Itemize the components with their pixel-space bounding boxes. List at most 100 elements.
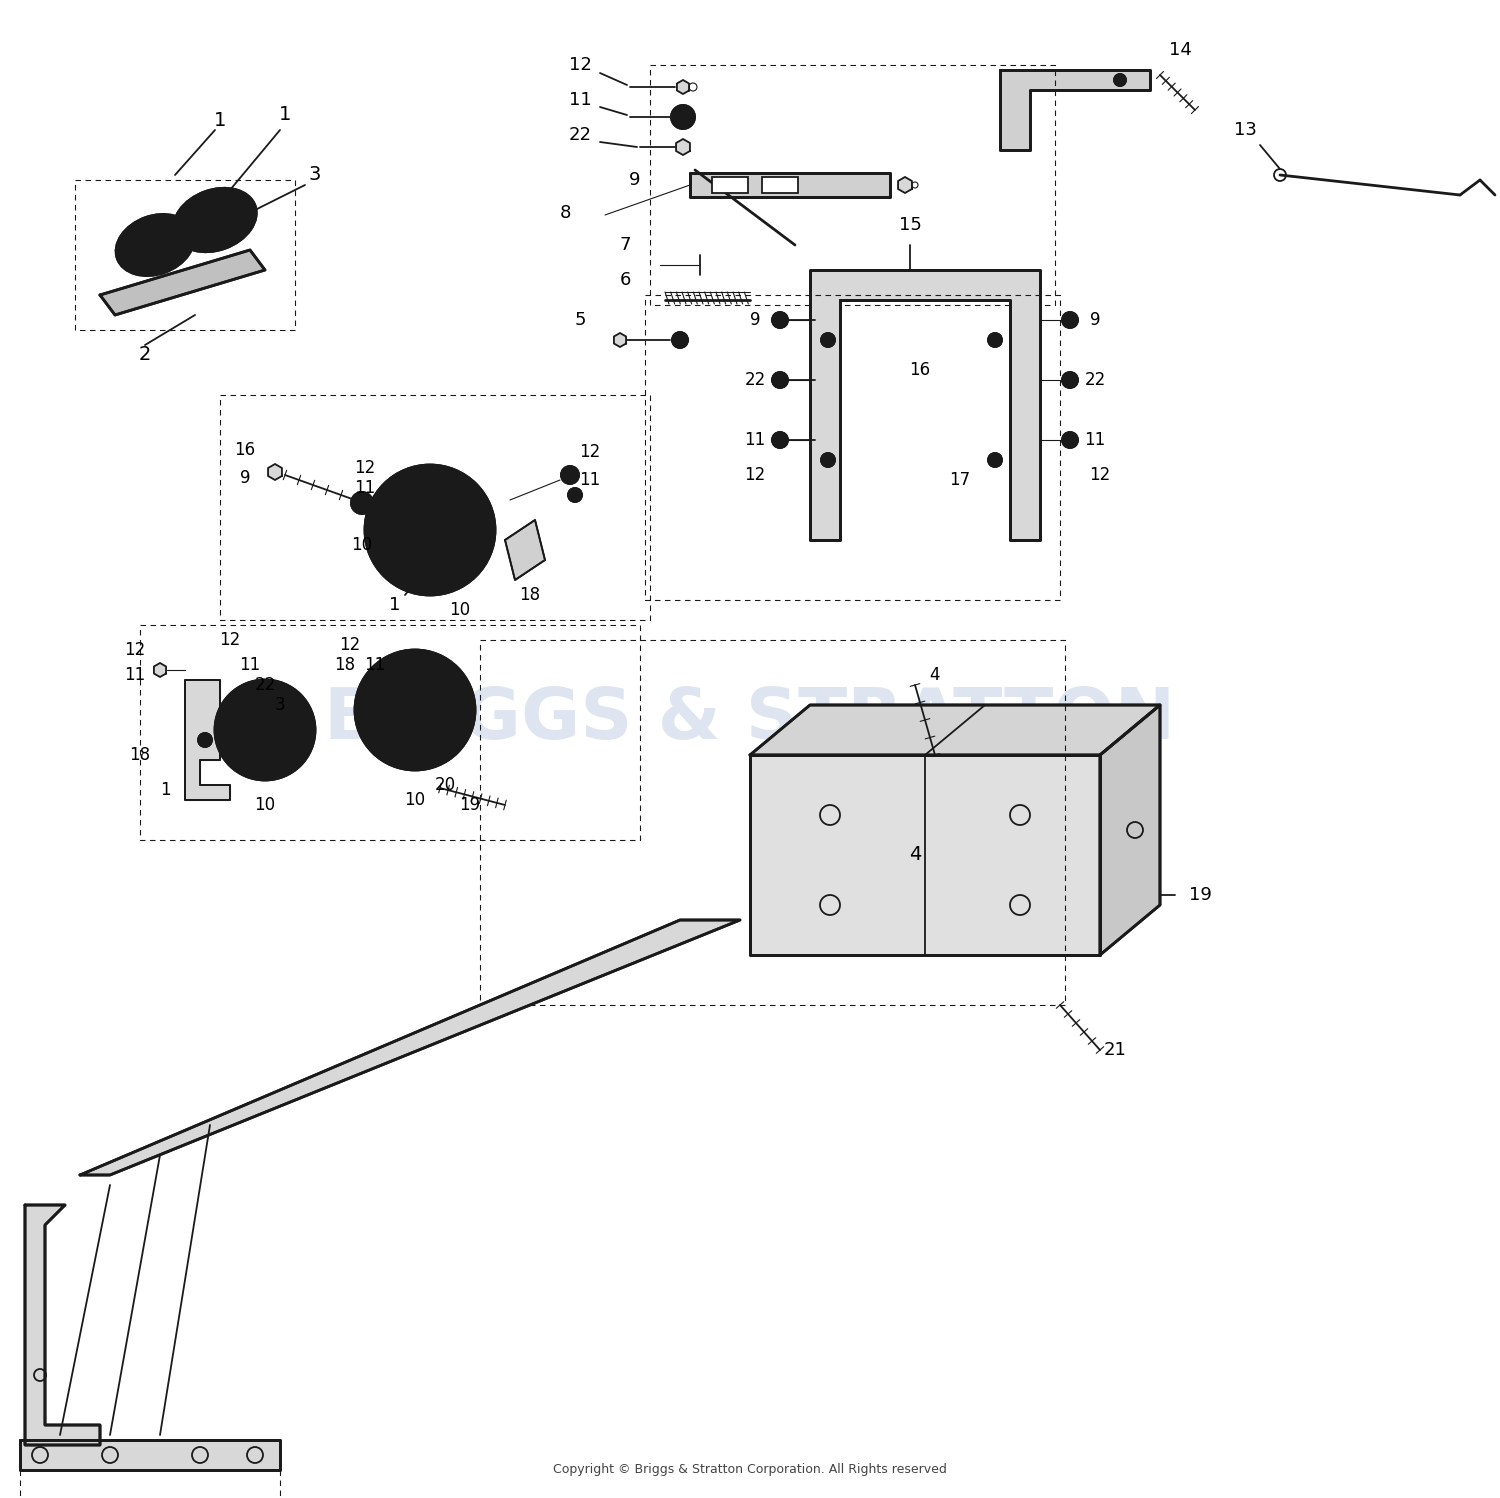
Text: 9: 9: [240, 469, 250, 487]
Text: 10: 10: [450, 601, 471, 619]
Circle shape: [772, 431, 788, 448]
Text: 16: 16: [909, 361, 930, 379]
Text: 12: 12: [744, 466, 765, 484]
Polygon shape: [676, 79, 688, 94]
Circle shape: [378, 505, 392, 518]
Text: 4: 4: [909, 845, 921, 864]
Circle shape: [405, 505, 454, 554]
Circle shape: [772, 312, 788, 328]
Text: 16: 16: [234, 440, 255, 458]
Text: 22: 22: [568, 126, 591, 144]
Circle shape: [670, 105, 694, 129]
Circle shape: [406, 703, 423, 718]
Text: 22: 22: [744, 372, 765, 389]
Polygon shape: [80, 920, 740, 1174]
Polygon shape: [898, 177, 912, 193]
Text: 3: 3: [274, 697, 285, 715]
Text: 12: 12: [124, 641, 146, 659]
Text: 9: 9: [630, 171, 640, 189]
Text: 17: 17: [950, 470, 970, 488]
Text: 12: 12: [219, 631, 240, 649]
Text: 22: 22: [1084, 372, 1106, 389]
Text: 12: 12: [579, 443, 600, 461]
Circle shape: [821, 452, 836, 467]
Circle shape: [1062, 431, 1078, 448]
Text: 7: 7: [620, 237, 630, 255]
Text: Copyright © Briggs & Stratton Corporation. All Rights reserved: Copyright © Briggs & Stratton Corporatio…: [554, 1464, 946, 1477]
Circle shape: [1114, 73, 1126, 85]
Polygon shape: [676, 139, 690, 154]
Text: 10: 10: [405, 791, 426, 809]
Ellipse shape: [116, 214, 194, 276]
Circle shape: [364, 464, 495, 595]
Circle shape: [214, 680, 315, 780]
Text: 1: 1: [214, 111, 226, 129]
Text: 9: 9: [750, 312, 760, 330]
Polygon shape: [184, 680, 230, 800]
Circle shape: [427, 527, 433, 533]
Text: 21: 21: [1104, 1041, 1126, 1059]
Circle shape: [356, 650, 476, 770]
Text: 11: 11: [744, 431, 765, 449]
Text: 10: 10: [255, 795, 276, 813]
Text: 22: 22: [255, 676, 276, 694]
Text: 18: 18: [334, 656, 356, 674]
Text: 5: 5: [574, 312, 585, 330]
Circle shape: [672, 333, 688, 348]
Bar: [712, 177, 748, 193]
Text: 18: 18: [129, 746, 150, 764]
Text: 11: 11: [1084, 431, 1106, 449]
Polygon shape: [26, 1204, 100, 1446]
Text: 11: 11: [240, 656, 261, 674]
Circle shape: [393, 688, 436, 733]
Polygon shape: [1100, 706, 1160, 956]
Text: 4: 4: [930, 667, 940, 685]
Circle shape: [772, 372, 788, 388]
Polygon shape: [1000, 70, 1150, 150]
Circle shape: [1062, 312, 1078, 328]
Polygon shape: [690, 172, 889, 198]
Polygon shape: [750, 755, 1100, 956]
Text: 12: 12: [354, 458, 375, 476]
Text: 13: 13: [1233, 121, 1257, 139]
Circle shape: [988, 452, 1002, 467]
Text: 11: 11: [354, 479, 375, 497]
Circle shape: [351, 491, 374, 514]
Polygon shape: [100, 250, 266, 315]
Text: 1: 1: [159, 780, 171, 798]
Text: 8: 8: [560, 204, 570, 222]
Polygon shape: [20, 1440, 280, 1470]
Text: 11: 11: [579, 470, 600, 488]
Circle shape: [821, 333, 836, 348]
Text: 1: 1: [279, 105, 291, 124]
Circle shape: [1062, 372, 1078, 388]
Text: 10: 10: [351, 536, 372, 554]
Text: 15: 15: [898, 216, 921, 234]
Text: 12: 12: [1089, 466, 1110, 484]
Circle shape: [988, 333, 1002, 348]
Text: 19: 19: [1188, 885, 1212, 903]
Polygon shape: [506, 520, 544, 580]
Polygon shape: [154, 664, 166, 677]
Text: 12: 12: [339, 637, 360, 655]
Text: 9: 9: [1089, 312, 1100, 330]
Circle shape: [260, 724, 272, 736]
Text: BRIGGS & STRATTON: BRIGGS & STRATTON: [324, 686, 1176, 755]
Circle shape: [248, 712, 284, 748]
Circle shape: [568, 488, 582, 502]
Text: 14: 14: [1168, 40, 1191, 58]
Text: 18: 18: [519, 586, 540, 604]
Circle shape: [198, 733, 211, 748]
Circle shape: [561, 466, 579, 484]
Text: 19: 19: [459, 795, 480, 813]
Circle shape: [420, 520, 440, 539]
Text: 2: 2: [140, 346, 152, 364]
Bar: [762, 177, 798, 193]
Polygon shape: [810, 270, 1039, 539]
Text: 11: 11: [124, 667, 146, 685]
Ellipse shape: [174, 189, 256, 252]
Text: 1: 1: [390, 596, 400, 614]
Text: 6: 6: [620, 271, 630, 289]
Text: 20: 20: [435, 776, 456, 794]
Polygon shape: [268, 464, 282, 479]
